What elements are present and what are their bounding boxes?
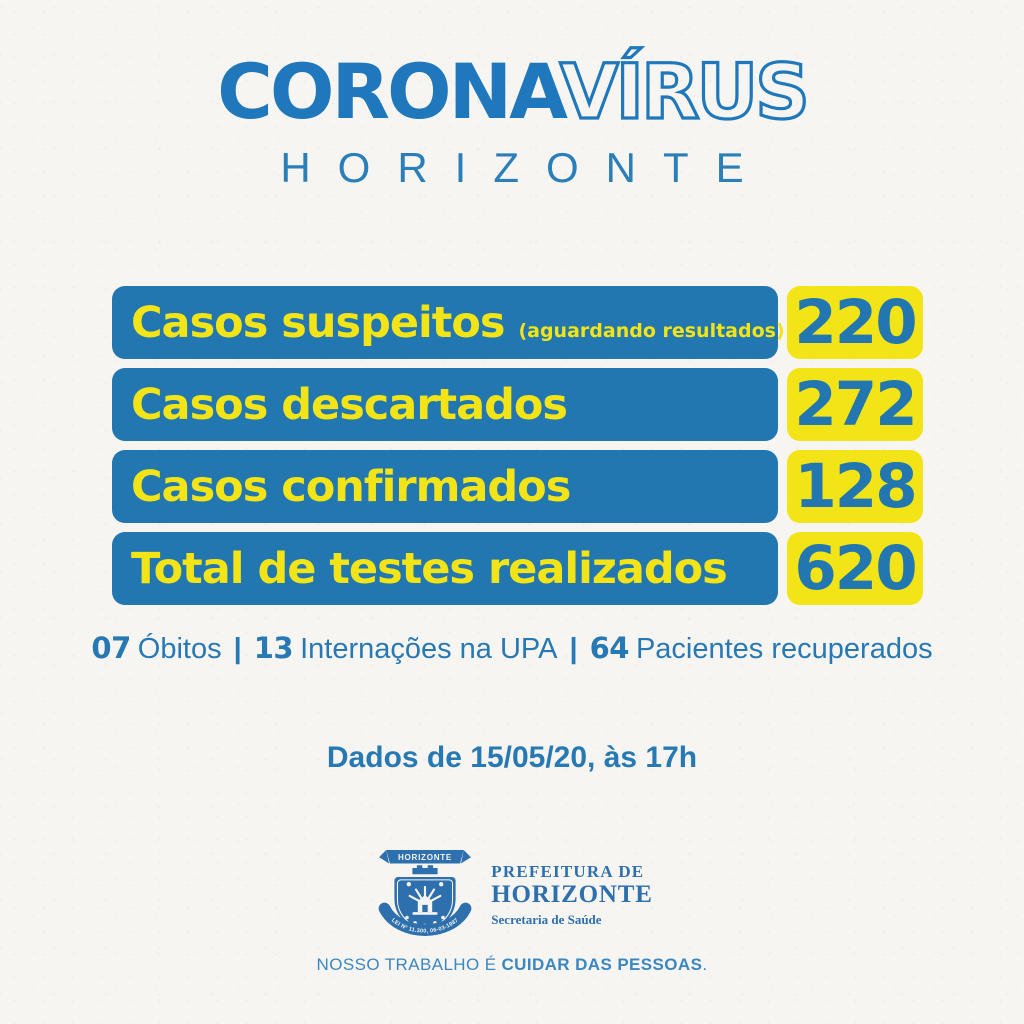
- tagline-regular: NOSSO TRABALHO É: [316, 955, 497, 974]
- stat-bar: Total de testes realizados: [112, 532, 778, 605]
- crest-banner-text: HORIZONTE: [398, 853, 452, 862]
- org-secretaria-saude: Secretaria de Saúde: [491, 912, 602, 928]
- stats-table: Casos suspeitos (aguardando resultados) …: [112, 286, 923, 605]
- stat-bar: Casos confirmados: [112, 450, 778, 523]
- stat-bar: Casos descartados: [112, 368, 778, 441]
- stat-label: Casos descartados: [131, 379, 568, 430]
- separator: |: [569, 633, 578, 665]
- title-outline-part: VÍRUS: [558, 47, 811, 136]
- footer-logo-block: HORIZONTE LEI Nº 11.300, 06-03-1987 PREF…: [0, 841, 1024, 949]
- banner-ribbon: [386, 850, 464, 864]
- recovered-label: Pacientes recuperados: [635, 633, 933, 665]
- stat-bar: Casos suspeitos (aguardando resultados): [112, 286, 785, 359]
- hospitalized-label: Internações na UPA: [300, 633, 558, 665]
- summary-line: 07 Óbitos | 13 Internações na UPA | 64 Paciente…: [0, 631, 1024, 666]
- deaths-label: Óbitos: [137, 633, 222, 665]
- stat-row-confirmed: Casos confirmados 128: [112, 450, 923, 523]
- stat-note: (aguardando resultados): [518, 319, 785, 342]
- deaths-count: 07: [91, 631, 131, 665]
- org-horizonte: HORIZONTE: [491, 880, 653, 908]
- stat-label: Total de testes realizados: [131, 543, 728, 594]
- stat-label: Casos confirmados: [131, 461, 571, 512]
- stat-label: Casos suspeitos: [131, 297, 505, 348]
- tagline: NOSSO TRABALHO É CUIDAR DAS PESSOAS.: [0, 955, 1024, 975]
- stat-value-badge: 220: [787, 286, 923, 359]
- stat-row-discarded: Casos descartados 272: [112, 368, 923, 441]
- tagline-bold: CUIDAR DAS PESSOAS: [501, 955, 703, 974]
- mural-crown-icon: [412, 865, 438, 875]
- title-block: CORONAVÍRUS HORIZONTE: [0, 52, 1024, 192]
- hospitalized-count: 13: [253, 631, 294, 665]
- org-prefeitura-de: PREFEITURA DE: [491, 861, 645, 881]
- stat-row-total-tests: Total de testes realizados 620: [112, 532, 923, 605]
- stat-value-badge: 128: [787, 450, 923, 523]
- stat-row-suspected: Casos suspeitos (aguardando resultados) …: [112, 286, 923, 359]
- subtitle-city: HORIZONTE: [280, 144, 771, 191]
- title-solid-part: CORONA: [217, 47, 563, 136]
- chapel-icon: [418, 895, 433, 913]
- tagline-period: .: [702, 955, 708, 974]
- law-ribbon: [378, 902, 472, 936]
- recovered-count: 64: [589, 631, 630, 665]
- page-title: CORONAVÍRUS: [0, 52, 1024, 131]
- data-date-line: Dados de 15/05/20, às 17h: [326, 741, 698, 774]
- separator: |: [233, 633, 242, 665]
- org-name-block: PREFEITURA DE HORIZONTE Secretaria de Sa…: [491, 862, 652, 928]
- horizonte-crest-logo-icon: HORIZONTE LEI Nº 11.300, 06-03-1987: [378, 850, 472, 936]
- stat-value-badge: 620: [787, 532, 923, 605]
- stat-value-badge: 272: [787, 368, 923, 441]
